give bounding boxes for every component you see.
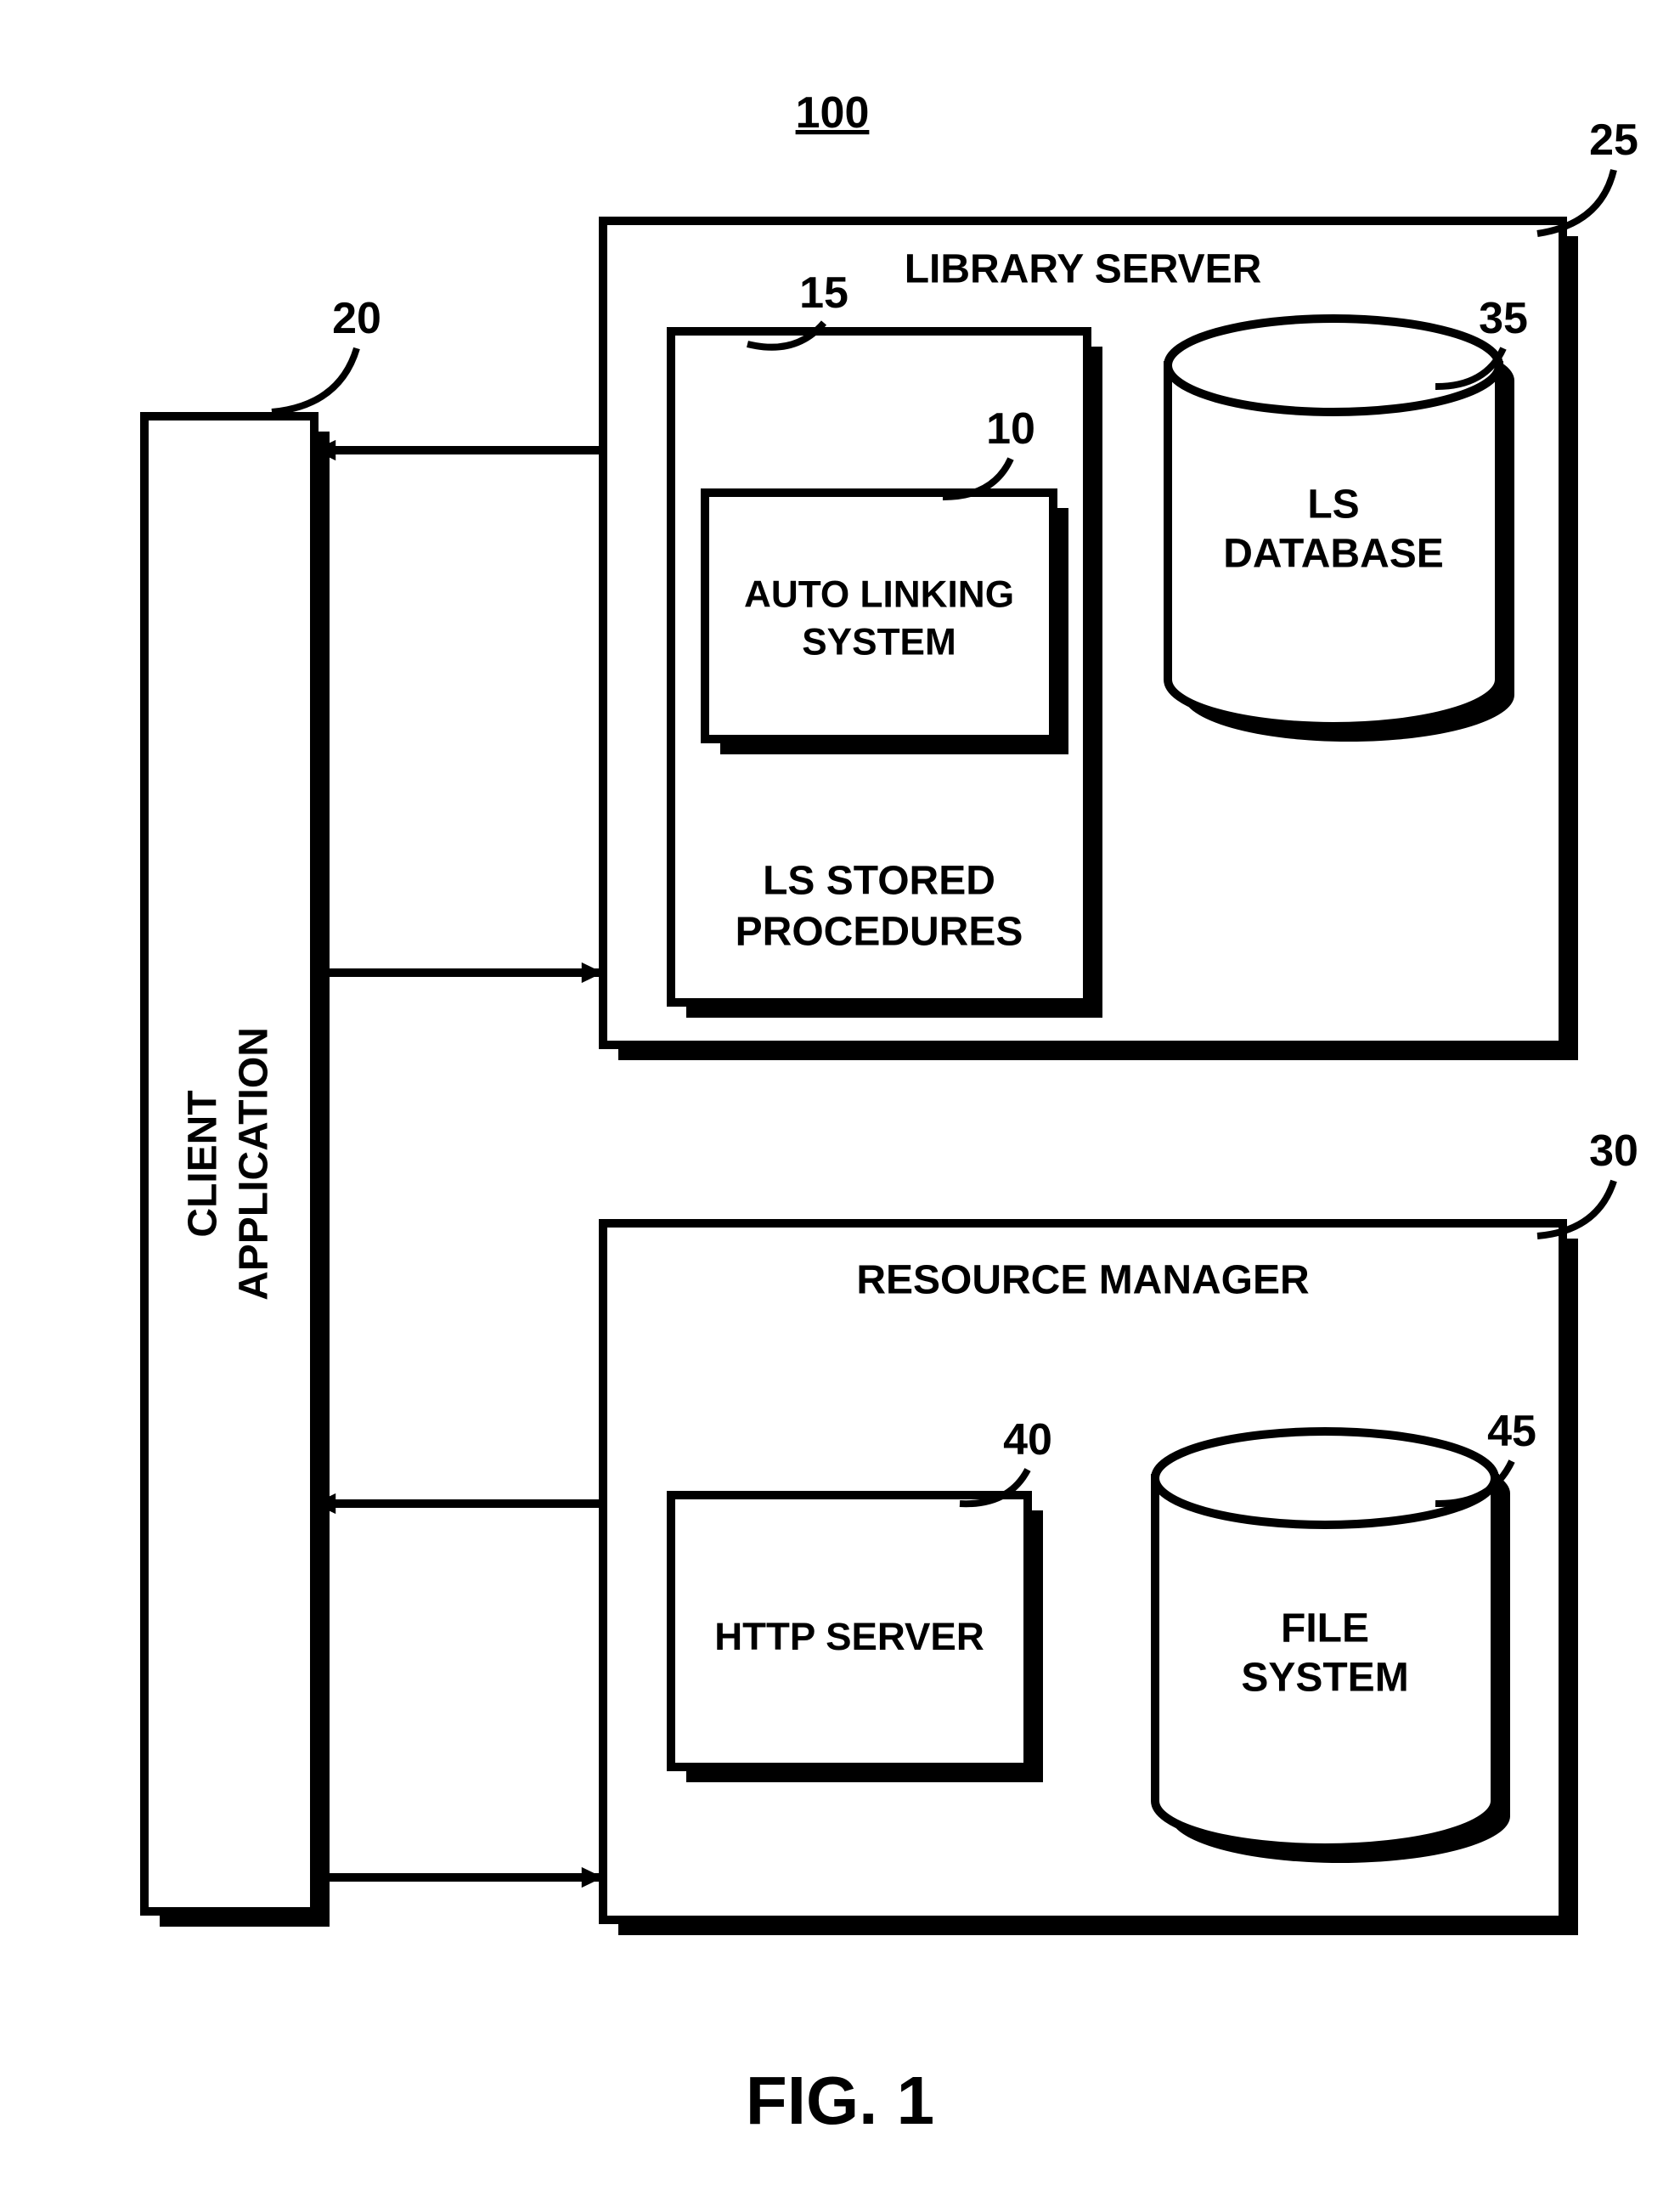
ref-15: 15: [799, 268, 848, 318]
ref-10: 10: [986, 404, 1035, 454]
auto-linking-label-2: SYSTEM: [802, 622, 956, 663]
file-system-top: [1155, 1431, 1495, 1525]
client-application-label-2: APPLICATION: [232, 1027, 277, 1301]
ref-20: 20: [332, 294, 381, 343]
ls-database-top: [1168, 319, 1499, 412]
file-system-label-1: FILE: [1281, 1606, 1369, 1651]
client-application-box: [144, 416, 314, 1911]
ref-40: 40: [1003, 1415, 1052, 1465]
file-system-label-2: SYSTEM: [1241, 1656, 1408, 1701]
client-application-label-1: CLIENT: [181, 1090, 226, 1237]
ref-25: 25: [1589, 116, 1638, 165]
ls-database-label-2: DATABASE: [1223, 532, 1444, 577]
ls-stored-label-2: PROCEDURES: [736, 910, 1023, 955]
auto-linking-label-1: AUTO LINKING: [744, 574, 1014, 616]
library-server-title: LIBRARY SERVER: [905, 247, 1262, 292]
ref-100: 100: [796, 88, 870, 138]
http-server-label: HTTP SERVER: [714, 1615, 984, 1658]
ls-stored-label-1: LS STORED: [763, 859, 995, 904]
auto-linking-system-box: [705, 493, 1053, 739]
ls-database-label-1: LS: [1307, 483, 1359, 528]
figure-caption: FIG. 1: [746, 2063, 934, 2138]
system-diagram: 100 CLIENTAPPLICATION LIBRARY SERVER LS STO…: [0, 0, 1680, 2207]
ref-35: 35: [1479, 294, 1528, 343]
ref-30: 30: [1589, 1126, 1638, 1176]
ref-45: 45: [1487, 1407, 1536, 1456]
resource-manager-title: RESOURCE MANAGER: [856, 1258, 1309, 1303]
ref-20-leader: [272, 348, 357, 412]
